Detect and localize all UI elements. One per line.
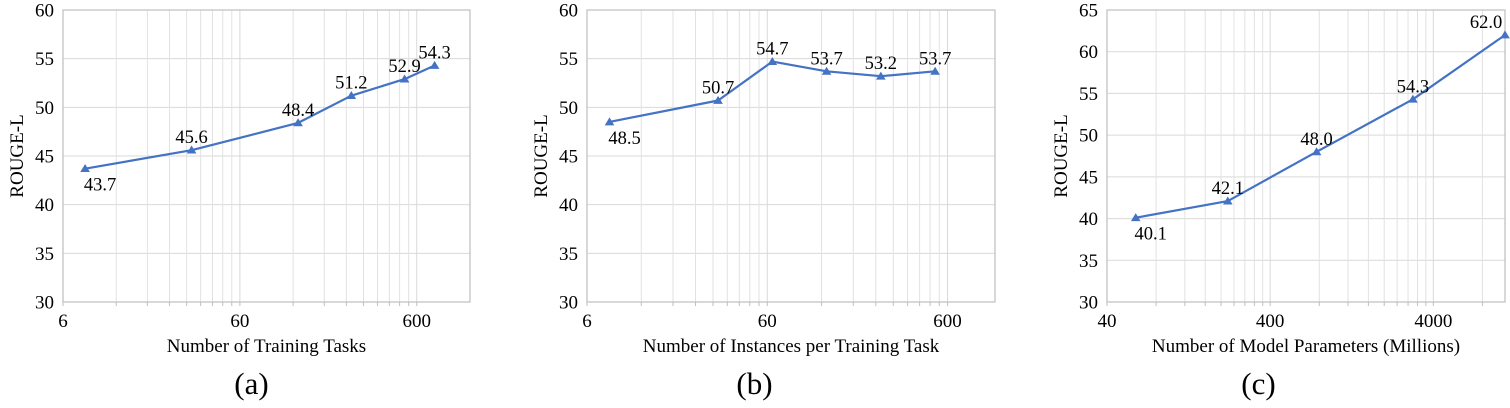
- y-tick-label: 45: [559, 147, 578, 168]
- chart-b-caption: (b): [736, 366, 773, 401]
- y-axis-title: ROUGE-L: [1051, 114, 1072, 197]
- data-point-label: 53.7: [919, 49, 951, 69]
- data-point-marker: [1500, 30, 1510, 39]
- y-tick-label: 40: [1079, 209, 1098, 230]
- x-tick-label: 600: [403, 311, 432, 332]
- y-tick-label: 35: [559, 244, 578, 265]
- y-tick-label: 55: [559, 49, 578, 70]
- x-axis-title: Number of Model Parameters (Millions): [1152, 336, 1460, 357]
- data-point-marker: [930, 66, 940, 75]
- data-point-marker: [399, 74, 410, 83]
- y-tick-label: 30: [1079, 293, 1098, 314]
- chart-b-plot: 30 35 40 45 50 55 60 6 60 600 48.5 50.7 54.7 53.7 53.2…: [531, 1, 996, 357]
- chart-c-caption: (c): [1241, 366, 1276, 401]
- y-tick-label: 35: [1079, 251, 1098, 272]
- data-point-label: 54.3: [1397, 77, 1429, 97]
- y-tick-label: 55: [1079, 84, 1098, 105]
- data-point-marker: [1311, 147, 1322, 156]
- y-tick-label: 60: [1079, 42, 1098, 63]
- x-tick-label: 6: [58, 311, 68, 332]
- series-line: [1135, 34, 1506, 219]
- series-line: [84, 64, 436, 170]
- data-point-marker: [876, 71, 886, 80]
- y-tick-label: 30: [35, 293, 54, 314]
- y-tick-label: 45: [1079, 167, 1098, 188]
- y-tick-label: 40: [35, 195, 54, 216]
- data-point-label: 51.2: [335, 74, 367, 94]
- x-tick-label: 60: [230, 311, 249, 332]
- y-tick-label: 50: [35, 98, 54, 119]
- data-point-label: 48.4: [282, 101, 314, 121]
- y-tick-label: 40: [559, 195, 578, 216]
- plot-border: [586, 9, 996, 303]
- x-axis-title: Number of Training Tasks: [167, 336, 366, 357]
- chart-c: 30 35 40 45 50 55 60 65 40 400 4000 40.1 42.1 48.0 54.…: [1007, 0, 1510, 408]
- y-tick-label: 60: [35, 1, 54, 22]
- y-tick-label: 60: [559, 1, 578, 22]
- data-point-label: 43.7: [84, 176, 116, 196]
- y-tick-label: 50: [1079, 126, 1098, 147]
- data-point-marker: [346, 91, 357, 100]
- data-point-marker: [604, 117, 615, 126]
- y-axis-title: ROUGE-L: [531, 114, 552, 197]
- data-point-marker: [1130, 213, 1141, 222]
- y-tick-label: 35: [35, 244, 54, 265]
- x-tick-label: 600: [933, 311, 962, 332]
- y-tick-label: 50: [559, 98, 578, 119]
- data-point-label: 45.6: [175, 128, 207, 148]
- data-point-marker: [186, 145, 197, 154]
- data-point-label: 53.7: [810, 49, 842, 69]
- x-tick-label: 40: [1098, 311, 1117, 332]
- y-tick-label: 45: [35, 147, 54, 168]
- data-point-marker: [713, 95, 723, 104]
- data-point-marker: [80, 164, 90, 173]
- y-tick-label: 55: [35, 49, 54, 70]
- data-point-marker: [1222, 196, 1233, 205]
- plot-border: [62, 9, 471, 303]
- data-point-marker: [293, 118, 303, 127]
- x-tick-label: 60: [758, 311, 777, 332]
- x-axis-title: Number of Instances per Training Task: [643, 336, 940, 357]
- plot-border: [1106, 9, 1506, 303]
- x-tick-label: 6: [582, 311, 592, 332]
- data-point-label: 42.1: [1212, 179, 1244, 199]
- y-tick-label: 65: [1079, 1, 1098, 22]
- chart-a: 30 35 40 45 50 55 60 6 60 600 43.7 45.6 48.4 51.2 52.9…: [0, 0, 503, 408]
- data-point-label: 54.7: [756, 40, 788, 60]
- data-point-label: 48.0: [1300, 130, 1332, 150]
- data-point-label: 54.3: [418, 43, 450, 63]
- data-point-marker: [1408, 94, 1418, 103]
- chart-a-plot: 30 35 40 45 50 55 60 6 60 600 43.7 45.6 48.4 51.2 52.9…: [7, 1, 471, 357]
- data-point-label: 53.2: [865, 54, 897, 74]
- x-tick-label: 400: [1256, 311, 1285, 332]
- data-point-label: 50.7: [702, 79, 734, 99]
- chart-c-plot: 30 35 40 45 50 55 60 65 40 400 4000 40.1 42.1 48.0 54.…: [1051, 1, 1510, 357]
- chart-a-caption: (a): [234, 366, 269, 401]
- data-point-label: 48.5: [608, 129, 640, 149]
- x-tick-label: 4000: [1414, 311, 1452, 332]
- data-point-label: 62.0: [1470, 13, 1502, 33]
- y-tick-label: 30: [559, 293, 578, 314]
- series-line: [609, 60, 936, 123]
- data-point-label: 52.9: [388, 57, 420, 77]
- data-point-marker: [821, 66, 832, 75]
- data-point-marker: [429, 60, 440, 69]
- data-point-marker: [767, 56, 778, 65]
- chart-b: 30 35 40 45 50 55 60 6 60 600 48.5 50.7 54.7 53.7 53.2…: [503, 0, 1006, 408]
- y-axis-title: ROUGE-L: [7, 114, 28, 197]
- data-point-label: 40.1: [1135, 225, 1167, 245]
